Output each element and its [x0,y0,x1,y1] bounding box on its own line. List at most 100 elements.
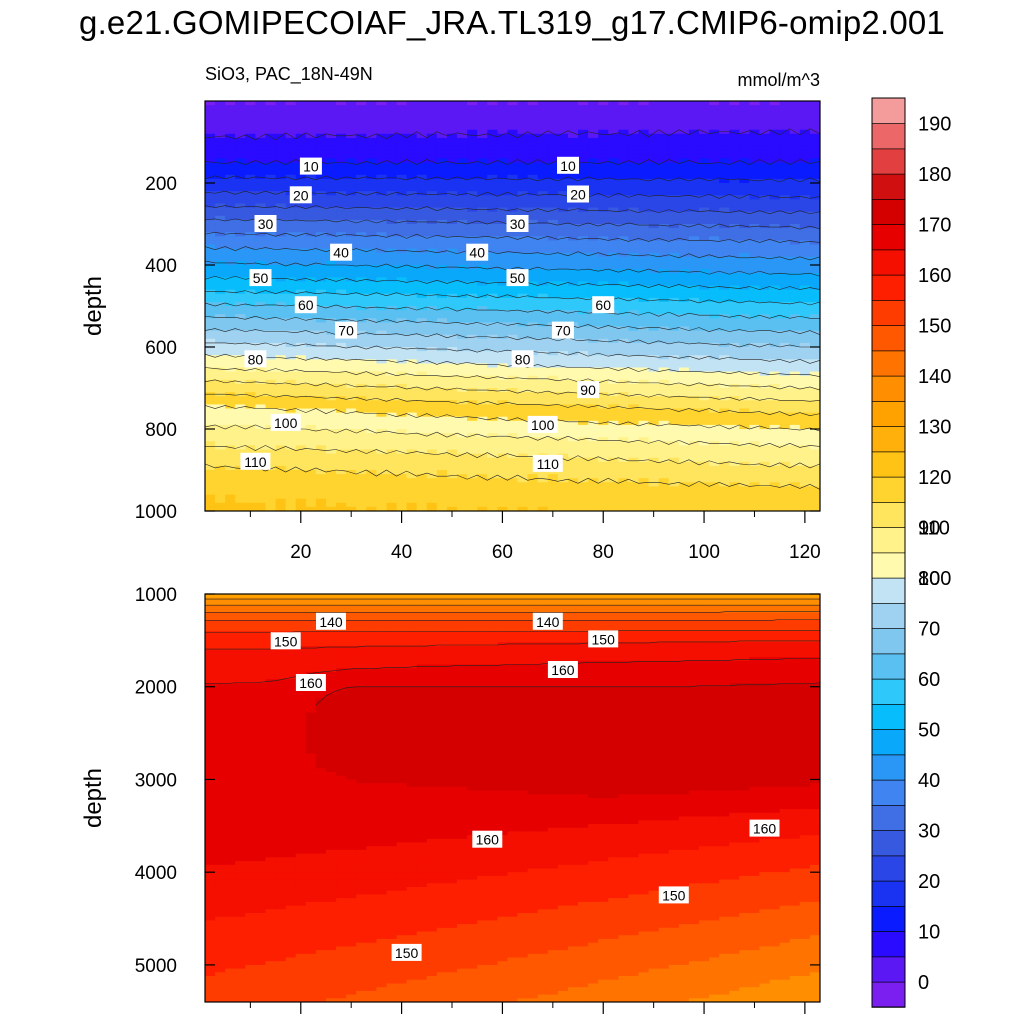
upper-panel-cell [568,137,579,143]
upper-panel-cell [305,449,317,455]
upper-panel-cell [547,244,559,250]
upper-panel-cell [285,490,297,496]
upper-panel-cell [396,371,408,377]
upper-panel-cell [537,240,549,246]
upper-panel-cell [447,457,458,463]
upper-panel-cell [235,146,246,151]
upper-panel-cell [678,203,690,209]
upper-panel-cell [497,404,509,410]
upper-panel-cell [225,269,236,274]
upper-panel-cell [255,117,267,123]
upper-panel-cell [426,260,438,266]
upper-panel-cell [638,363,650,369]
upper-panel-cell [588,474,599,479]
upper-panel-cell [396,506,408,511]
upper-panel-cell [608,367,619,373]
upper-panel-cell [477,224,488,229]
upper-panel-cell [507,117,519,123]
upper-panel-cell [699,416,710,422]
upper-panel-cell [608,265,619,270]
upper-panel-cell [477,470,488,475]
upper-panel-cell [517,326,529,332]
upper-panel-cell [447,363,458,369]
upper-panel-cell [416,461,428,467]
upper-panel-cell [638,465,650,471]
upper-panel-cell [436,195,448,200]
upper-panel-cell [255,306,267,311]
upper-panel-cell [638,453,650,459]
upper-panel-cell [658,506,670,511]
upper-panel-cell [557,117,569,123]
upper-panel-cell [527,191,539,196]
upper-panel-cell [608,342,619,348]
upper-panel-cell [225,244,236,250]
upper-panel-cell [315,412,327,418]
upper-panel-cell [668,396,680,401]
upper-panel-cell [527,494,539,500]
upper-panel-cell [275,322,287,328]
upper-panel-cell [315,146,327,151]
upper-panel-cell [598,379,609,385]
upper-panel-cell [336,142,347,147]
upper-panel-cell [557,150,569,155]
upper-panel-cell [326,396,337,401]
upper-panel-cell [568,465,579,471]
upper-panel-cell [557,465,569,471]
upper-panel-cell [658,281,670,287]
upper-panel-cell [376,498,388,504]
upper-panel-cell [426,293,438,299]
upper-panel-cell [245,383,256,389]
upper-panel-cell [315,248,327,254]
upper-panel-cell [578,371,589,377]
upper-panel-cell [336,117,347,123]
upper-panel-cell [487,133,498,139]
upper-panel-cell [366,412,377,418]
upper-panel-cell [315,420,327,426]
upper-panel-cell [215,150,226,155]
upper-panel-cell [598,203,609,209]
upper-panel-cell [255,396,267,401]
upper-panel-cell [336,437,347,442]
upper-panel-cell [376,256,388,262]
upper-panel-cell [628,158,640,164]
upper-panel-cell [225,137,236,143]
upper-panel-cell [245,506,256,511]
upper-panel-cell [416,351,428,356]
upper-panel-cell [487,297,498,303]
upper-panel-cell [436,277,448,282]
upper-panel-cell [285,351,297,356]
upper-panel-cell [477,174,488,180]
upper-panel-cell [608,215,619,221]
upper-panel-cell [527,445,539,451]
upper-panel-cell [507,133,519,139]
upper-panel-cell [477,441,488,446]
upper-panel-cell [336,162,347,168]
upper-panel-cell [678,236,690,241]
upper-panel-cell [467,301,478,307]
upper-panel-cell [578,256,589,262]
upper-panel-cell [598,424,609,430]
upper-panel-cell [255,211,267,217]
upper-panel-cell [265,244,277,250]
upper-panel-cell [467,355,478,360]
upper-panel-cell [688,404,700,410]
upper-panel-cell [275,178,287,184]
upper-panel-cell [598,342,609,348]
upper-panel-cell [517,191,529,196]
upper-panel-cell [618,482,630,487]
upper-panel-cell [366,150,377,155]
upper-panel-cell [658,195,670,200]
upper-panel-cell [336,174,347,180]
upper-panel-cell [416,146,428,151]
upper-panel-cell [225,215,236,221]
upper-panel-cell [447,494,458,500]
upper-panel-cell [648,224,660,229]
upper-panel-cell [396,351,408,356]
upper-panel-cell [688,342,700,348]
upper-panel-cell [447,195,458,200]
upper-panel-cell [396,265,408,270]
upper-panel-cell [315,244,327,250]
upper-panel-cell [336,457,347,463]
upper-panel-cell [356,170,367,176]
upper-panel-cell [386,219,398,225]
